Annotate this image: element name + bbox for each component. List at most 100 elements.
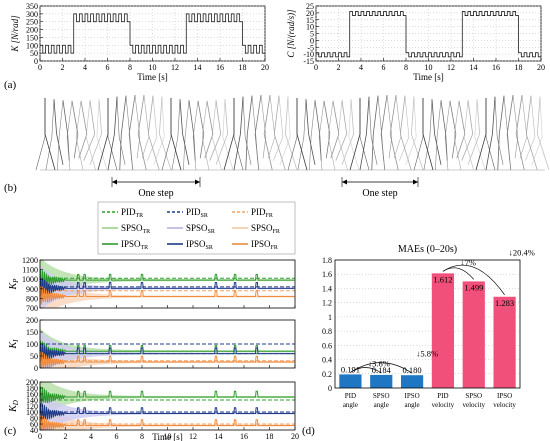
leg-stick (348, 99, 360, 171)
y-tick-label: 0 (310, 36, 314, 45)
leg-stick (515, 95, 525, 171)
x-tick-label: 4 (83, 63, 87, 72)
leg-stick (444, 100, 451, 171)
x-tick-label: 16 (492, 63, 500, 72)
x-tick-label: 2 (61, 63, 65, 72)
y-tick-label: 250 (26, 18, 38, 27)
leg-stick (128, 95, 136, 171)
y-tick-label: 50 (30, 49, 38, 58)
leg-stick (461, 100, 474, 161)
leg-stick (287, 98, 298, 171)
gain-subplot: 0 50 100 150 200 KI (8, 316, 296, 373)
leg-stick (35, 98, 46, 171)
arrow-head (195, 179, 200, 185)
y-axis-label: C [N/(rad/s)] (286, 9, 296, 58)
leg-stick (158, 96, 172, 171)
leg-stick (57, 100, 64, 171)
panel-b-gait-diagram: One step One step (35, 95, 550, 199)
arrow-head (112, 179, 117, 185)
y-tick-label: 200 (26, 26, 38, 35)
x-tick-label: 16 (216, 63, 224, 72)
leg-stick (359, 96, 370, 171)
leg-stick (413, 98, 424, 171)
leg-stick (204, 100, 214, 159)
step-label: One step (362, 188, 397, 199)
ipso-line (39, 340, 295, 360)
y-tick-label: 1200 (22, 256, 38, 265)
x-tick-label: 14 (470, 63, 478, 72)
leg-stick (209, 100, 222, 161)
leg-stick (183, 100, 190, 171)
x-tick-label: 20 (291, 432, 299, 441)
x-tick-label: 8 (140, 432, 144, 441)
legend-entry-sub: TR (136, 213, 144, 219)
leg-stick (71, 100, 79, 159)
x-tick-label: 0 (38, 63, 42, 72)
x-tick-label: angle (404, 401, 419, 409)
y-tick-label: 0 (34, 57, 38, 66)
x-tick-label: 12 (171, 63, 179, 72)
y-tick-label: 0.2 (322, 370, 332, 379)
y-tick-label: 40 (30, 426, 38, 435)
signal-line (40, 13, 265, 54)
leg-stick (536, 96, 550, 171)
leg-stick (423, 99, 433, 171)
leg-stick (215, 99, 229, 165)
legend-entry-sub: TR (141, 245, 149, 251)
leg-stick (201, 100, 210, 171)
leg-stick (341, 99, 355, 165)
leg-stick (260, 95, 267, 159)
x-tick-label: 10 (425, 63, 433, 72)
y-tick-label: 50 (30, 352, 38, 361)
leg-stick (371, 95, 379, 171)
leg-stick (233, 96, 244, 171)
leg-stick (116, 96, 126, 165)
y-tick-label: 10 (306, 23, 314, 32)
y-tick-label: 25 (306, 2, 314, 11)
bar-value-label: 0.184 (372, 365, 392, 375)
x-tick-label: 6 (382, 63, 386, 72)
bar-value-label: 1.612 (433, 274, 452, 284)
panel-c-label: (c) (4, 425, 17, 437)
step-label: One step (138, 188, 173, 199)
annotation-arc (350, 362, 413, 374)
y-tick-label: 1000 (22, 275, 38, 284)
leg-stick (233, 98, 244, 171)
x-tick-label: angle (374, 401, 389, 409)
ipso-line (39, 403, 295, 422)
x-tick-label: velocity (493, 401, 516, 409)
x-axis-label: Time [s] (137, 72, 167, 82)
leg-stick (119, 95, 127, 171)
x-tick-label: 20 (537, 63, 545, 72)
leg-stick (327, 100, 336, 171)
x-tick-label: 18 (266, 432, 274, 441)
leg-stick (435, 100, 442, 171)
leg-stick (197, 100, 205, 159)
x-tick-label: 10 (149, 63, 157, 72)
panel-b-label: (b) (4, 182, 17, 194)
leg-stick (83, 100, 96, 161)
x-tick-label: 8 (404, 63, 408, 72)
leg-stick (449, 100, 457, 159)
x-axis-label: Time [s] (413, 72, 443, 82)
x-tick-label: 4 (359, 63, 363, 72)
x-axis-label: Time [s] (152, 432, 182, 441)
arrow-head (413, 179, 418, 185)
leg-stick (485, 98, 496, 171)
leg-stick (494, 96, 504, 165)
ipso-line (39, 277, 295, 297)
y-tick-label: 5 (310, 30, 314, 39)
ipso-line (39, 415, 295, 431)
leg-stick (297, 99, 307, 171)
y-tick-label: 0 (34, 364, 38, 373)
leg-stick (137, 95, 147, 171)
leg-stick (525, 95, 538, 171)
ipso-line (39, 386, 295, 406)
leg-stick (525, 95, 536, 161)
leg-stick (368, 96, 378, 165)
y-tick-label: 60 (30, 420, 38, 429)
leg-stick (410, 96, 424, 171)
leg-stick (263, 95, 273, 171)
